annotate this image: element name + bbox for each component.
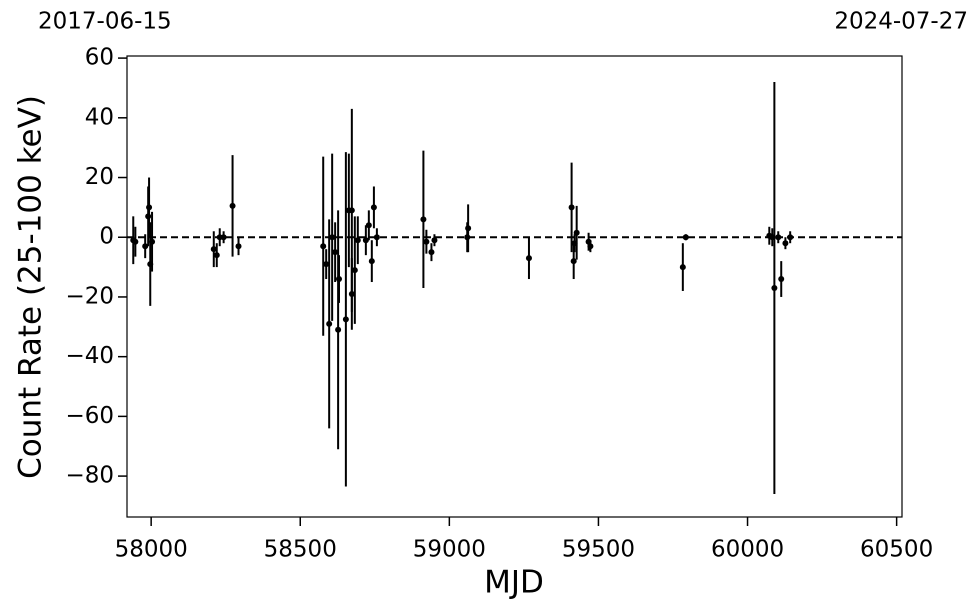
data-point (348, 207, 355, 214)
data-point (465, 225, 472, 232)
data-point (775, 234, 782, 241)
x-tick-label: 58000 (115, 537, 188, 563)
data-point (428, 249, 435, 256)
data-point (342, 316, 349, 323)
data-point (587, 243, 594, 250)
data-point (354, 237, 361, 244)
data-point (229, 202, 236, 209)
y-tick-label: −60 (65, 403, 114, 429)
data-point (525, 255, 532, 262)
y-tick-label: −40 (65, 343, 114, 369)
data-point (132, 238, 139, 245)
y-tick-label: −80 (65, 463, 114, 489)
data-point (146, 204, 153, 211)
data-point (568, 204, 575, 211)
data-point (213, 252, 220, 259)
y-axis-label: Count Rate (25-100 keV) (13, 95, 49, 479)
data-point (362, 237, 369, 244)
y-tick-label: 40 (85, 104, 114, 130)
y-tick-label: −20 (65, 283, 114, 309)
x-tick-label: 60500 (860, 537, 933, 563)
data-point (778, 276, 785, 283)
data-point (373, 234, 380, 241)
data-point (679, 264, 686, 271)
data-point (431, 237, 438, 244)
y-tick-label: 0 (99, 224, 114, 250)
data-point (142, 243, 149, 250)
data-point (351, 267, 358, 274)
data-point (320, 243, 327, 250)
x-tick-label: 60000 (711, 537, 784, 563)
data-point (782, 240, 789, 247)
data-point (368, 258, 375, 265)
data-point (235, 243, 242, 250)
data-point (423, 238, 430, 245)
data-point (326, 320, 333, 327)
data-point (329, 234, 336, 241)
data-point (323, 261, 330, 268)
data-point (335, 326, 342, 333)
y-tick-label: 60 (85, 45, 114, 71)
data-point (210, 246, 217, 253)
data-point (570, 258, 577, 265)
y-tick-label: 20 (85, 164, 114, 190)
x-tick-label: 58500 (264, 537, 337, 563)
plot-frame (126, 55, 903, 518)
data-point (332, 249, 339, 256)
data-point (336, 276, 343, 283)
data-point (365, 222, 372, 229)
data-point (771, 284, 778, 291)
data-point (420, 216, 427, 223)
x-tick-label: 59500 (562, 537, 635, 563)
data-point (573, 229, 580, 236)
x-tick-label: 59000 (413, 537, 486, 563)
data-point (787, 234, 794, 241)
data-point (149, 238, 156, 245)
data-point (370, 204, 377, 211)
data-point (220, 234, 227, 241)
start-date-label: 2017-06-15 (38, 9, 172, 35)
end-date-label: 2024-07-27 (834, 9, 968, 35)
data-point (682, 234, 689, 241)
x-axis-label: MJD (484, 565, 544, 601)
